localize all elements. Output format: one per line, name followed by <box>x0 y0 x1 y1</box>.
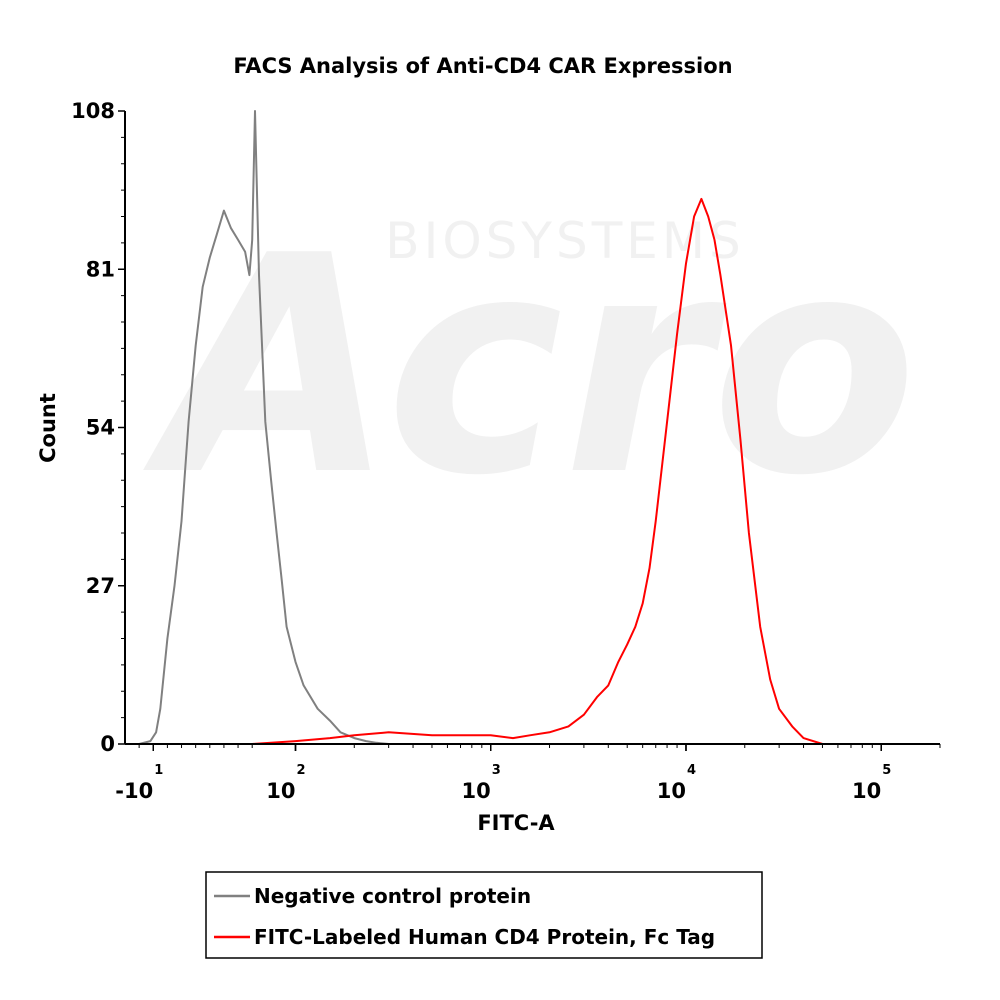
x-tick-exponent: 5 <box>882 763 891 778</box>
x-tick-label: 10 <box>852 779 881 803</box>
plot-area <box>138 110 851 745</box>
series-line-2 <box>139 197 851 745</box>
legend-items: Negative control protein FITC-Labeled Hum… <box>214 884 715 949</box>
y-tick-label: 108 <box>71 99 115 123</box>
x-axis-label: FITC-A <box>477 811 555 835</box>
x-tick-exponent: 2 <box>297 763 306 778</box>
legend: Negative control protein FITC-Labeled Hum… <box>205 871 763 959</box>
y-tick-label: 27 <box>86 574 115 598</box>
y-tick-label: 0 <box>100 732 115 756</box>
x-tick-label: -10 <box>115 779 153 803</box>
legend-box <box>205 871 763 959</box>
x-tick-exponent: 4 <box>687 763 696 778</box>
series-line-1 <box>138 110 413 745</box>
watermark-brand: BIOSYSTEMS <box>385 212 744 270</box>
x-tick-label: 10 <box>462 779 491 803</box>
x-tick-exponent: 3 <box>492 763 501 778</box>
legend-label-2: FITC-Labeled Human CD4 Protein, Fc Tag <box>254 925 715 949</box>
x-tick-label: 10 <box>266 779 295 803</box>
x-tick-label: 10 <box>657 779 686 803</box>
x-tick-exponent: 1 <box>154 763 163 778</box>
y-tick-label: 54 <box>86 416 115 440</box>
y-axis-label: Count <box>36 393 60 463</box>
y-tick-label: 81 <box>86 257 115 281</box>
legend-label-1: Negative control protein <box>254 884 531 908</box>
watermark-logo-text: Acro <box>139 192 917 541</box>
chart-title: FACS Analysis of Anti-CD4 CAR Expression <box>233 54 732 78</box>
watermark-logo: BIOSYSTEMS Acro <box>139 192 917 541</box>
